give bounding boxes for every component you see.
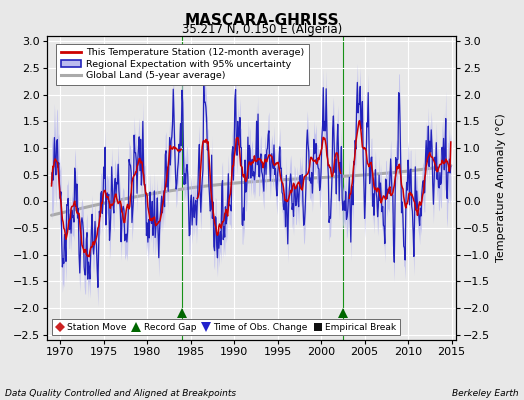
Legend: Station Move, Record Gap, Time of Obs. Change, Empirical Break: Station Move, Record Gap, Time of Obs. C…: [52, 319, 400, 336]
Text: Berkeley Earth: Berkeley Earth: [452, 389, 519, 398]
Y-axis label: Temperature Anomaly (°C): Temperature Anomaly (°C): [496, 114, 506, 262]
Text: MASCARA-GHRISS: MASCARA-GHRISS: [184, 13, 340, 28]
Text: Data Quality Controlled and Aligned at Breakpoints: Data Quality Controlled and Aligned at B…: [5, 389, 236, 398]
Text: 35.217 N, 0.150 E (Algeria): 35.217 N, 0.150 E (Algeria): [182, 23, 342, 36]
